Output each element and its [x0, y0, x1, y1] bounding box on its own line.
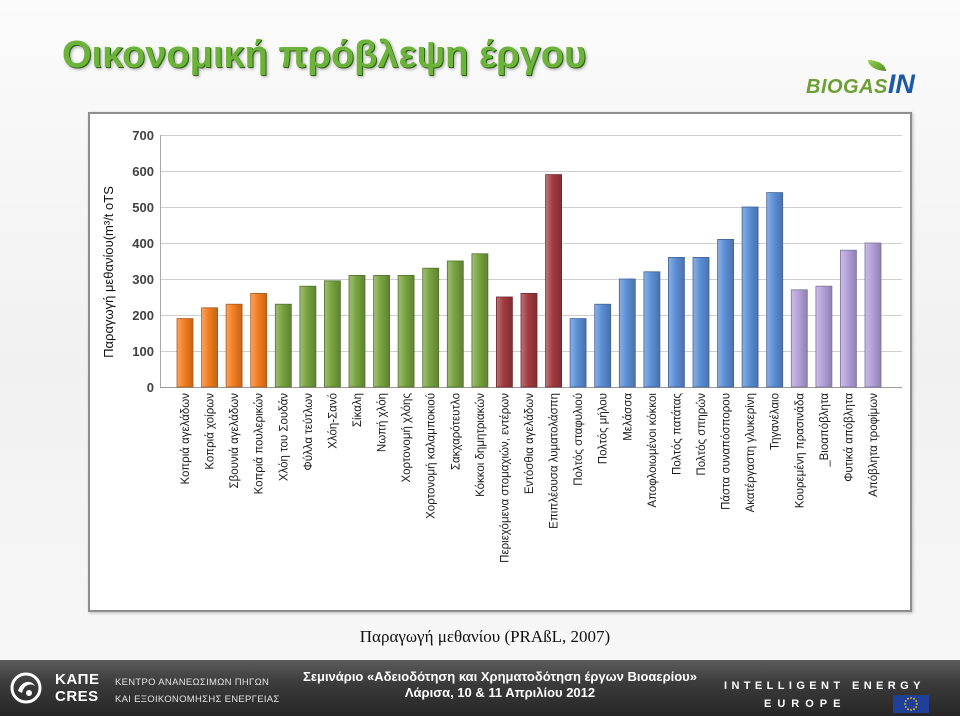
x-category-label: Χλόη του Σουδάν	[278, 393, 290, 481]
x-category-label: Περιεχόμενα στομαχιών, εντέρων	[499, 393, 511, 563]
chart-bar	[790, 289, 808, 388]
chart-bar	[643, 271, 661, 388]
chart-bar	[225, 303, 243, 388]
chart-bar	[520, 292, 538, 388]
y-tick-label: 400	[132, 236, 154, 251]
x-category-label: Απόβλητα τροφίμων	[868, 393, 880, 497]
x-category-label: Μελάσσα	[622, 393, 634, 441]
chart-bar	[495, 296, 513, 388]
x-category-label: Χορτονομή χλόης	[401, 393, 413, 483]
y-tick-label: 100	[132, 344, 154, 359]
x-category-label: Φυτικά απόβλητα	[843, 393, 855, 482]
x-category-label: Πάστα συναπόσπορου	[721, 393, 733, 510]
logo-wordmark-part-b: IN	[887, 69, 915, 99]
seminar-title: Σεμινάριο «Αδειοδότηση και Χρηματοδότηση…	[303, 669, 697, 684]
bar-layer	[176, 174, 882, 388]
y-tick-label: 500	[132, 200, 154, 215]
x-category-label: Φύλλα τεύτλων	[303, 393, 315, 471]
org-name-line-1: ΚΕΝΤΡΟ ΑΝΑΝΕΩΣΙΜΩΝ ΠΗΓΩΝ	[115, 677, 270, 688]
x-category-label: Νωπή χλόη	[377, 393, 389, 452]
leaf-icon	[868, 60, 886, 71]
y-tick-label: 300	[132, 272, 154, 287]
eu-flag-icon	[893, 695, 929, 713]
x-category-label: Αποφλοιωμένοι κόκκοι	[647, 393, 659, 508]
slide-title: Οικονομική πρόβλεψη έργου	[62, 34, 587, 76]
biogasin-logo: BIOGASIN	[802, 58, 932, 102]
y-axis-label: Παραγωγή μεθανίου(m³/t oTS	[101, 186, 116, 358]
chart-bar	[348, 274, 366, 388]
chart-bar	[471, 253, 489, 388]
chart-bar	[692, 256, 710, 388]
chart-bar	[323, 280, 341, 388]
footer-bar: ΚΑΠΕ CRES ΚΕΝΤΡΟ ΑΝΑΝΕΩΣΙΜΩΝ ΠΗΓΩΝ ΚΑΙ Ε…	[0, 660, 960, 716]
seminar-place-date: Λάρισα, 10 & 11 Απριλίου 2012	[404, 685, 596, 700]
chart-bar	[815, 285, 833, 388]
chart-bar	[250, 292, 268, 388]
chart-frame: 0 100 200 300 400 500 600 700 Κοπριά αγελάδων Κο…	[88, 112, 912, 612]
chart-bar	[717, 239, 734, 388]
category-label-layer: Κοπριά αγελάδων Κοπριά χοίρων Σβουνιά αγελ…	[180, 393, 880, 563]
x-category-label: Εντόσθια αγελάδων	[524, 393, 536, 494]
chart-bar	[201, 307, 218, 388]
y-tick-label: 0	[147, 380, 154, 395]
x-category-label: Ακατέργαστη γλυκερίνη	[745, 393, 757, 512]
grid-layer: 0 100 200 300 400 500 600 700	[132, 128, 902, 395]
y-tick-label: 600	[132, 164, 154, 179]
chart-bar	[766, 192, 784, 388]
chart-bar	[741, 206, 759, 388]
chart-bar	[864, 242, 882, 388]
x-category-label: Πολτός σταφυλιού	[573, 393, 585, 486]
x-category-label: Κουρεμένη πρασινάδα	[794, 393, 806, 509]
logo-wordmark-part-a: BIOGAS	[806, 76, 888, 98]
org-logo-acronym-greek: ΚΑΠΕ	[55, 671, 100, 688]
x-category-label: Σβουνιά αγελάδων	[229, 393, 241, 489]
x-category-label: Κόκκοι δημητριακών	[475, 393, 487, 497]
x-category-label: Χλόη-Σανό	[327, 393, 339, 449]
chart-bar	[446, 260, 464, 388]
chart-bar	[668, 256, 685, 388]
chart-caption: Παραγωγή μεθανίου (PRAßL, 2007)	[359, 627, 611, 646]
chart-bar	[274, 303, 292, 388]
chart-bar	[594, 303, 612, 388]
chart-bar	[299, 285, 317, 388]
y-tick-label: 700	[132, 128, 154, 143]
chart-bar	[545, 174, 563, 388]
chart-bar	[176, 318, 194, 388]
x-category-label: Χορτονομή καλαμποκιού	[426, 393, 438, 519]
programme-name: INTELLIGENT ENERGY	[724, 680, 925, 692]
x-category-label: _Βιοαπόβλητα	[819, 393, 831, 468]
chart-bar	[397, 274, 415, 388]
x-category-label: Πολτός σπηρών	[696, 393, 708, 476]
logo-wordmark: BIOGASIN	[806, 70, 915, 103]
chart-bar	[569, 318, 587, 388]
x-category-label: Πολτός πατάτας	[671, 393, 683, 475]
x-category-label: Κοπριά χοίρων	[205, 393, 217, 470]
x-category-label: Τηγανέλαιο	[770, 393, 782, 450]
chart-bar	[373, 274, 391, 388]
chart-bar	[422, 267, 440, 388]
y-tick-label: 200	[132, 308, 154, 323]
cres-emblem-icon	[10, 672, 42, 704]
org-logo-acronym-latin: CRES	[55, 688, 99, 705]
x-category-label: Επιπλέουσα λυματολάσπη	[549, 393, 561, 529]
x-category-label: Κοπριά αγελάδων	[180, 393, 192, 485]
x-category-label: Σακχαρότευτλο	[450, 393, 462, 470]
chart-bar	[618, 278, 636, 388]
x-category-label: Σίκαλη	[352, 393, 364, 427]
x-category-label: Πολτός μήλου	[598, 393, 610, 464]
x-category-label: Κοπριά πουλερικών	[254, 393, 266, 495]
org-name-line-2: ΚΑΙ ΕΞΟΙΚΟΝΟΜΗΣΗΣ ΕΝΕΡΓΕΙΑΣ	[115, 694, 280, 705]
chart-bar	[840, 249, 857, 388]
programme-region: EUROPE	[764, 698, 847, 710]
